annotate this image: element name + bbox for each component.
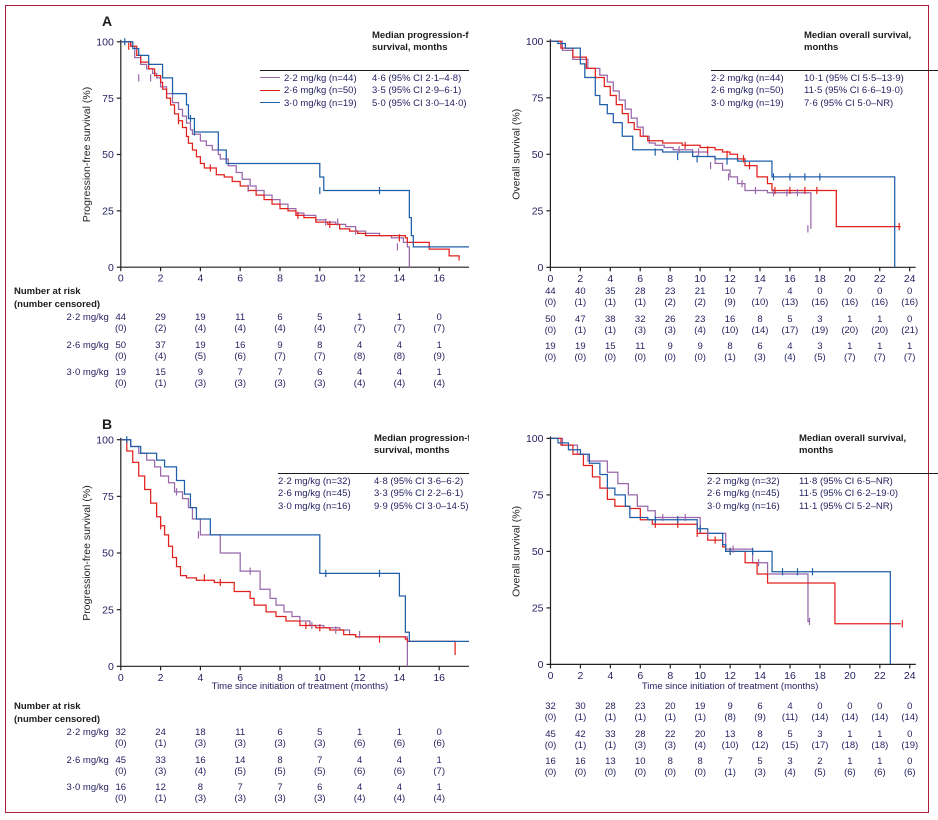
svg-text:2: 2 [577,273,583,285]
svg-text:8: 8 [277,273,283,285]
svg-text:10: 10 [314,273,326,285]
svg-text:0: 0 [108,661,114,673]
svg-text:10: 10 [694,273,706,285]
svg-text:50: 50 [532,149,544,161]
svg-text:4: 4 [197,273,203,285]
svg-text:20: 20 [844,273,856,285]
svg-text:24: 24 [904,273,916,285]
svg-text:75: 75 [102,491,114,503]
svg-text:Overall survival (%): Overall survival (%) [510,109,522,200]
svg-text:75: 75 [102,93,114,105]
svg-text:18: 18 [814,273,826,285]
svg-text:Progression-free survival (%): Progression-free survival (%) [81,87,93,222]
svg-text:50: 50 [102,548,114,560]
svg-text:0: 0 [538,262,544,274]
svg-text:100: 100 [96,37,114,49]
svg-text:100: 100 [526,36,544,48]
svg-text:6: 6 [237,273,243,285]
svg-text:50: 50 [102,149,114,161]
svg-text:75: 75 [532,490,544,502]
svg-text:14: 14 [754,273,766,285]
svg-text:8: 8 [667,273,673,285]
svg-text:25: 25 [532,603,544,615]
svg-text:0: 0 [538,659,544,671]
svg-text:0: 0 [108,262,114,274]
svg-text:12: 12 [354,273,366,285]
svg-text:14: 14 [394,273,406,285]
svg-text:16: 16 [433,273,445,285]
svg-text:12: 12 [724,273,736,285]
svg-text:100: 100 [526,433,544,445]
svg-text:16: 16 [784,273,796,285]
svg-text:25: 25 [102,604,114,616]
svg-text:50: 50 [532,546,544,558]
svg-text:0: 0 [547,273,553,285]
svg-text:75: 75 [532,93,544,105]
svg-text:22: 22 [874,273,886,285]
svg-text:0: 0 [118,273,124,285]
svg-text:100: 100 [96,434,114,446]
svg-text:Overall survival (%): Overall survival (%) [511,506,523,597]
svg-text:6: 6 [637,273,643,285]
svg-text:4: 4 [607,273,613,285]
svg-text:25: 25 [102,206,114,218]
svg-text:2: 2 [158,273,164,285]
svg-text:Progression-free survival (%): Progression-free survival (%) [81,485,93,620]
svg-text:25: 25 [532,206,544,218]
